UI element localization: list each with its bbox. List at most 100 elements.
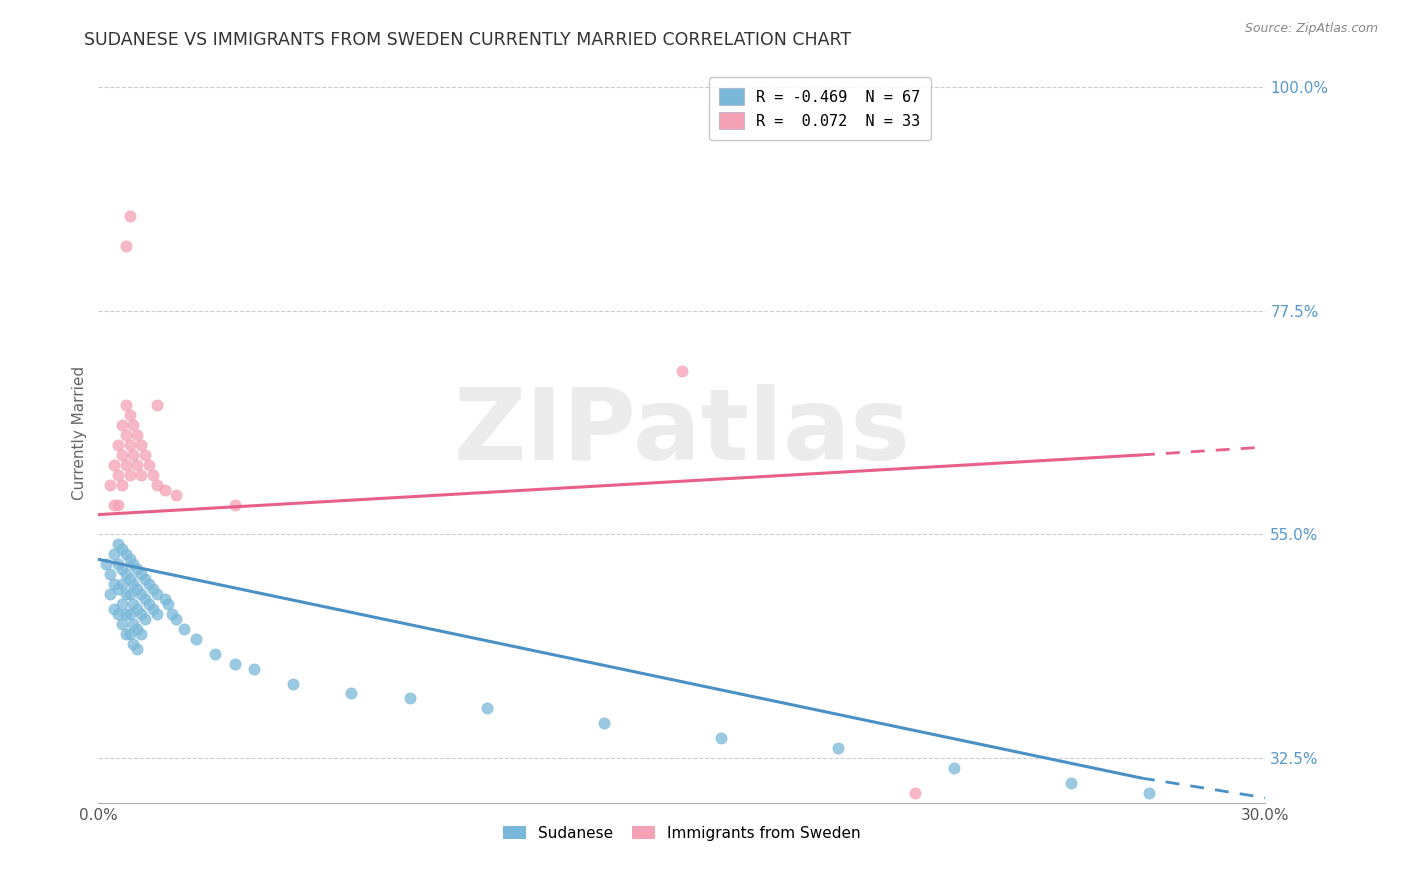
- Point: [114, 239, 136, 253]
- Point: [122, 597, 145, 611]
- Point: [710, 731, 733, 746]
- Text: SUDANESE VS IMMIGRANTS FROM SWEDEN CURRENTLY MARRIED CORRELATION CHART: SUDANESE VS IMMIGRANTS FROM SWEDEN CURRE…: [84, 31, 852, 49]
- Point: [134, 572, 156, 586]
- Point: [118, 438, 141, 452]
- Point: [146, 477, 169, 491]
- Point: [114, 627, 136, 641]
- Point: [114, 567, 136, 582]
- Point: [111, 418, 134, 433]
- Point: [224, 657, 246, 671]
- Text: ZIPatlas: ZIPatlas: [454, 384, 910, 481]
- Point: [118, 572, 141, 586]
- Point: [138, 458, 160, 472]
- Point: [114, 607, 136, 621]
- Point: [165, 612, 187, 626]
- Point: [127, 641, 149, 656]
- Point: [281, 676, 304, 690]
- Point: [107, 558, 129, 572]
- Point: [127, 428, 149, 442]
- Point: [118, 409, 141, 423]
- Point: [118, 607, 141, 621]
- Point: [127, 458, 149, 472]
- Point: [153, 483, 176, 497]
- Point: [1060, 776, 1083, 790]
- Point: [129, 567, 152, 582]
- Point: [127, 562, 149, 576]
- Point: [173, 622, 195, 636]
- Point: [134, 612, 156, 626]
- Point: [1137, 786, 1160, 800]
- Point: [111, 448, 134, 462]
- Point: [118, 552, 141, 566]
- Point: [114, 398, 136, 412]
- Point: [114, 547, 136, 561]
- Point: [904, 786, 927, 800]
- Point: [153, 592, 176, 607]
- Point: [138, 597, 160, 611]
- Point: [111, 477, 134, 491]
- Point: [224, 498, 246, 512]
- Point: [162, 607, 184, 621]
- Text: Source: ZipAtlas.com: Source: ZipAtlas.com: [1244, 22, 1378, 36]
- Point: [138, 577, 160, 591]
- Point: [103, 602, 125, 616]
- Point: [118, 210, 141, 224]
- Point: [107, 582, 129, 596]
- Point: [103, 577, 125, 591]
- Point: [146, 607, 169, 621]
- Point: [122, 616, 145, 631]
- Point: [243, 662, 266, 676]
- Point: [111, 597, 134, 611]
- Point: [107, 537, 129, 551]
- Point: [129, 587, 152, 601]
- Point: [129, 607, 152, 621]
- Point: [98, 587, 121, 601]
- Point: [107, 467, 129, 482]
- Point: [122, 577, 145, 591]
- Point: [103, 498, 125, 512]
- Legend: Sudanese, Immigrants from Sweden: Sudanese, Immigrants from Sweden: [498, 820, 866, 847]
- Point: [103, 547, 125, 561]
- Point: [142, 467, 165, 482]
- Point: [340, 686, 363, 700]
- Point: [118, 467, 141, 482]
- Point: [134, 592, 156, 607]
- Point: [129, 438, 152, 452]
- Point: [477, 701, 499, 715]
- Point: [96, 558, 118, 572]
- Point: [111, 542, 134, 557]
- Point: [165, 488, 187, 502]
- Point: [122, 418, 145, 433]
- Point: [107, 498, 129, 512]
- Point: [122, 558, 145, 572]
- Point: [593, 716, 616, 731]
- Y-axis label: Currently Married: Currently Married: [72, 366, 87, 500]
- Point: [122, 448, 145, 462]
- Point: [184, 632, 207, 646]
- Point: [129, 467, 152, 482]
- Point: [98, 477, 121, 491]
- Point: [118, 627, 141, 641]
- Point: [127, 622, 149, 636]
- Point: [111, 562, 134, 576]
- Point: [146, 587, 169, 601]
- Point: [671, 363, 693, 377]
- Point: [827, 741, 849, 756]
- Point: [142, 602, 165, 616]
- Point: [103, 458, 125, 472]
- Point: [204, 647, 226, 661]
- Point: [98, 567, 121, 582]
- Point: [114, 587, 136, 601]
- Point: [114, 428, 136, 442]
- Point: [111, 616, 134, 631]
- Point: [122, 637, 145, 651]
- Point: [118, 587, 141, 601]
- Point: [127, 582, 149, 596]
- Point: [398, 691, 420, 706]
- Point: [146, 398, 169, 412]
- Point: [114, 458, 136, 472]
- Point: [129, 627, 152, 641]
- Point: [107, 607, 129, 621]
- Point: [107, 438, 129, 452]
- Point: [142, 582, 165, 596]
